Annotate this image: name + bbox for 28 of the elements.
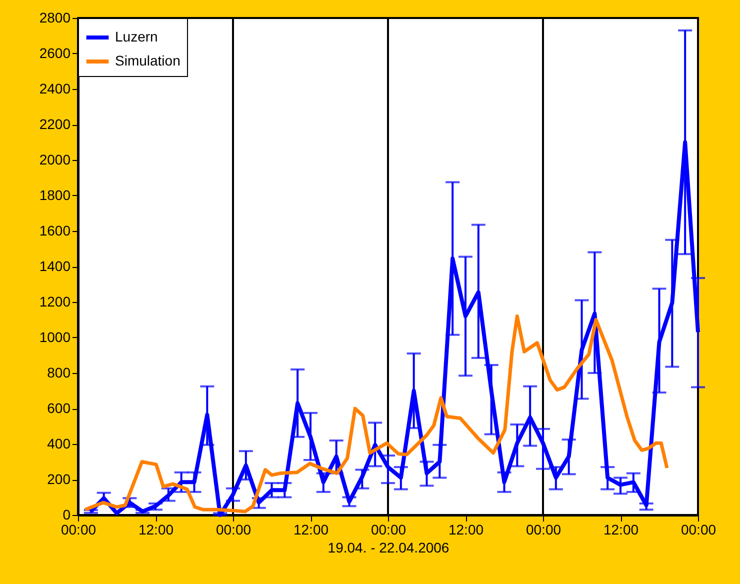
- y-tick-label: 800: [47, 364, 71, 380]
- y-tick-label: 1400: [39, 258, 71, 274]
- y-tick-label: 1600: [39, 222, 71, 238]
- y-tick-label: 2000: [39, 152, 71, 168]
- x-tick-label: 12:00: [293, 522, 329, 538]
- x-tick-label: 12:00: [603, 522, 639, 538]
- y-tick-label: 1800: [39, 187, 71, 203]
- y-tick-label: 2400: [39, 80, 71, 96]
- x-tick-label: 00:00: [526, 522, 562, 538]
- y-tick-label: 1200: [39, 294, 71, 310]
- x-tick-label: 00:00: [216, 522, 252, 538]
- x-tick-label: 12:00: [138, 522, 174, 538]
- x-axis-title: 19.04. - 22.04.2006: [328, 540, 450, 556]
- y-tick-label: 600: [47, 400, 71, 416]
- line-series: [83, 314, 669, 514]
- y-tick-label: 2800: [39, 10, 71, 26]
- y-tick-label: 400: [47, 436, 71, 452]
- y-tick-label: 200: [47, 471, 71, 487]
- y-tick-label: 0: [62, 506, 71, 522]
- x-tick-label: 12:00: [448, 522, 484, 538]
- x-tick-label: 00:00: [60, 522, 96, 538]
- legend-label: Luzern: [115, 28, 158, 44]
- y-tick-label: 2200: [39, 116, 71, 132]
- legend-label: Simulation: [115, 52, 180, 68]
- y-tick-label: 1000: [39, 329, 71, 345]
- x-tick-label: 00:00: [680, 522, 716, 538]
- y-tick-label: 2600: [39, 45, 71, 61]
- x-tick-label: 00:00: [370, 522, 406, 538]
